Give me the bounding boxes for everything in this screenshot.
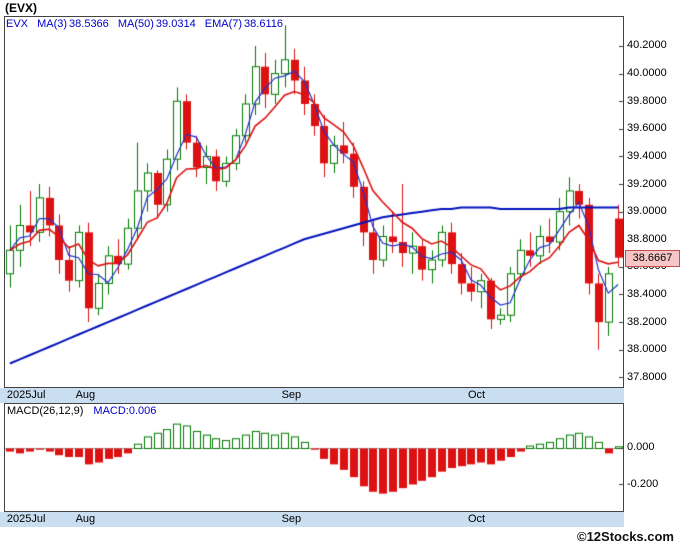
y-tick-label: 38.8000 xyxy=(627,232,667,245)
x-tick-label: Oct xyxy=(467,513,486,525)
price-chart-frame xyxy=(4,16,624,388)
legend-ma50-value: 39.0314 xyxy=(155,18,196,30)
y-tick-label: 38.2000 xyxy=(627,315,667,328)
ticker-title: (EVX) xyxy=(5,1,38,15)
indicator-legend: EVX MA(3) 38.5366 MA(50) 39.0314 EMA(7) 38.… xyxy=(6,18,289,30)
y-tick-label: 38.0000 xyxy=(627,343,667,356)
macd-label: MACD(26,12,9) xyxy=(7,405,84,417)
y-tick-label: 39.6000 xyxy=(627,122,667,135)
legend-ema7-label: EMA(7) xyxy=(204,18,243,30)
macd-tick-label: 0.000 xyxy=(627,441,655,454)
legend-ma3-label: MA(3) xyxy=(37,18,68,30)
legend-symbol: EVX xyxy=(6,18,29,30)
y-tick-label: 37.8000 xyxy=(627,370,667,383)
x-tick-label: 2025Jul xyxy=(6,513,46,525)
watermark: ©12Stocks.com xyxy=(576,529,674,544)
x-axis-band: 2025Jul Aug Sep Oct xyxy=(0,388,624,403)
x-tick-label: 2025Jul xyxy=(6,389,46,401)
y-tick-label: 39.4000 xyxy=(627,149,667,162)
y-tick-label: 39.8000 xyxy=(627,94,667,107)
legend-ma50-label: MA(50) xyxy=(117,18,154,30)
y-tick-label: 40.2000 xyxy=(627,39,667,52)
x-tick-label: Aug xyxy=(75,513,96,525)
y-tick-label: 40.0000 xyxy=(627,67,667,80)
y-tick-label: 39.2000 xyxy=(627,177,667,190)
y-tick-label: 39.0000 xyxy=(627,205,667,218)
macd-tick-label: -0.200 xyxy=(627,477,659,490)
y-tick-label: 38.4000 xyxy=(627,288,667,300)
x-tick-label: Aug xyxy=(75,389,96,401)
macd-frame xyxy=(4,403,624,512)
x-tick-label: Sep xyxy=(281,513,302,525)
price-chart-canvas xyxy=(5,17,623,387)
macd-canvas xyxy=(5,404,623,511)
legend-ema7-value: 38.6116 xyxy=(244,18,283,30)
x-axis-band-macd: 2025Jul Aug Sep Oct xyxy=(0,512,624,527)
legend-ma3-value: 38.5366 xyxy=(69,18,109,30)
macd-value: MACD:0.006 xyxy=(93,405,157,417)
macd-header: MACD(26,12,9) MACD:0.006 xyxy=(7,405,156,417)
x-tick-label: Sep xyxy=(281,389,302,401)
last-price-badge: 38.6667 xyxy=(625,249,680,267)
x-tick-label: Oct xyxy=(467,389,486,401)
